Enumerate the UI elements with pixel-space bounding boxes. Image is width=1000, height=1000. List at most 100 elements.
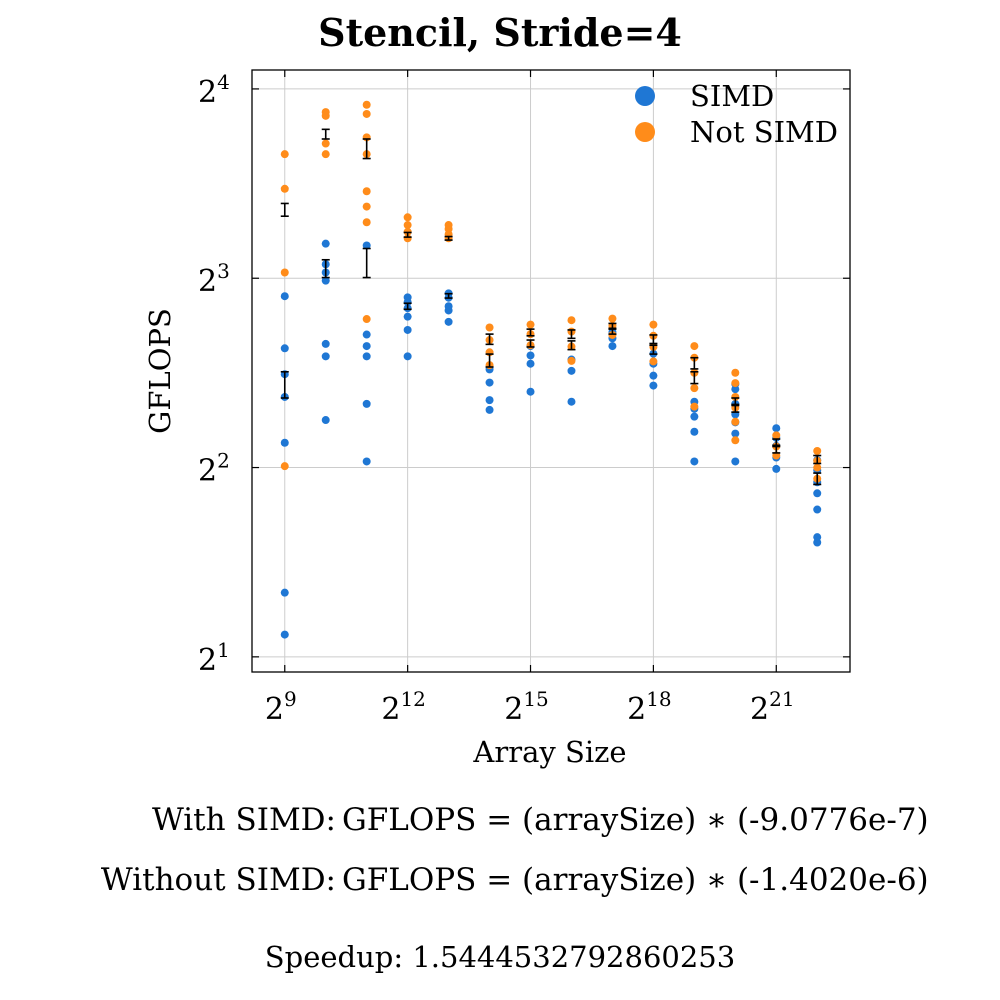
not-simd-point bbox=[362, 315, 371, 324]
equation-simd-label: With SIMD: bbox=[151, 802, 336, 838]
simd-point bbox=[608, 342, 617, 351]
simd-point bbox=[362, 457, 371, 466]
simd-point bbox=[444, 317, 453, 326]
not-simd-point bbox=[649, 357, 658, 366]
simd-point bbox=[526, 387, 535, 396]
simd-point bbox=[813, 533, 822, 542]
not-simd-point bbox=[321, 139, 330, 148]
not-simd-point bbox=[362, 109, 371, 118]
error-bar bbox=[731, 397, 740, 406]
error-bar bbox=[485, 353, 494, 368]
legend-label-simd: SIMD bbox=[690, 79, 774, 113]
simd-point bbox=[567, 366, 576, 375]
simd-point bbox=[321, 239, 330, 248]
not-simd-point bbox=[649, 320, 658, 329]
error-bar bbox=[649, 334, 658, 345]
simd-point bbox=[444, 302, 453, 311]
not-simd-point bbox=[567, 316, 576, 325]
error-bar bbox=[813, 472, 822, 486]
not-simd-point bbox=[813, 463, 822, 472]
error-bar bbox=[362, 247, 371, 279]
y-tick-label: 22 bbox=[198, 449, 230, 489]
simd-point bbox=[362, 399, 371, 408]
equation-no-simd-label: Without SIMD: bbox=[100, 862, 336, 898]
x-tick-label: 218 bbox=[627, 687, 672, 727]
simd-point bbox=[649, 371, 658, 380]
error-bar bbox=[444, 235, 453, 241]
error-bar bbox=[608, 322, 617, 330]
simd-point bbox=[690, 457, 699, 466]
equation-simd-formula: GFLOPS = (arraySize) ∗ (-9.0776e-7) bbox=[342, 802, 929, 838]
x-tick-label: 215 bbox=[504, 687, 549, 727]
error-bar bbox=[731, 404, 740, 413]
simd-point bbox=[813, 505, 822, 514]
simd-point bbox=[362, 342, 371, 351]
error-bar bbox=[526, 328, 535, 337]
simd-point bbox=[731, 429, 740, 438]
error-bar bbox=[444, 292, 453, 299]
simd-point bbox=[403, 325, 412, 334]
not-simd-point bbox=[403, 213, 412, 222]
simd-point bbox=[362, 241, 371, 250]
not-simd-point bbox=[731, 379, 740, 388]
x-tick-label: 29 bbox=[265, 687, 297, 727]
error-bar bbox=[280, 202, 289, 218]
simd-point bbox=[362, 352, 371, 361]
chart-title: Stencil, Stride=4 bbox=[318, 10, 682, 55]
not-simd-point bbox=[444, 221, 453, 230]
not-simd-point bbox=[321, 108, 330, 117]
error-bar bbox=[813, 454, 822, 465]
error-bar bbox=[403, 231, 412, 238]
not-simd-point bbox=[772, 431, 781, 440]
not-simd-point bbox=[526, 320, 535, 329]
simd-point bbox=[567, 397, 576, 406]
simd-point bbox=[772, 464, 781, 473]
not-simd-point bbox=[362, 218, 371, 227]
simd-point bbox=[526, 351, 535, 360]
legend-marker-simd bbox=[635, 86, 655, 106]
not-simd-point bbox=[280, 150, 289, 159]
plot-frame bbox=[251, 69, 851, 673]
not-simd-point bbox=[731, 417, 740, 426]
equation-no-simd-formula: GFLOPS = (arraySize) ∗ (-1.4020e-6) bbox=[342, 862, 929, 898]
y-tick-label: 21 bbox=[198, 638, 230, 678]
error-bar bbox=[403, 302, 412, 311]
error-bar bbox=[690, 370, 699, 385]
error-bar bbox=[772, 438, 781, 448]
simd-point bbox=[813, 489, 822, 498]
not-simd-point bbox=[280, 462, 289, 471]
error-bar bbox=[690, 356, 699, 370]
x-tick-label: 221 bbox=[750, 687, 795, 727]
simd-point bbox=[485, 405, 494, 414]
simd-point bbox=[280, 292, 289, 301]
simd-point bbox=[403, 293, 412, 302]
error-bar bbox=[362, 138, 371, 160]
not-simd-point bbox=[731, 392, 740, 401]
not-simd-point bbox=[362, 187, 371, 196]
x-tick-label: 212 bbox=[381, 687, 426, 727]
not-simd-point bbox=[362, 202, 371, 211]
simd-point bbox=[321, 276, 330, 285]
not-simd-point bbox=[813, 446, 822, 455]
error-bar bbox=[649, 344, 658, 355]
simd-point bbox=[690, 412, 699, 421]
not-simd-point bbox=[362, 100, 371, 109]
simd-point bbox=[280, 438, 289, 447]
not-simd-point bbox=[280, 268, 289, 277]
simd-point bbox=[772, 424, 781, 433]
not-simd-point bbox=[690, 384, 699, 393]
data-points bbox=[280, 100, 822, 639]
not-simd-point bbox=[690, 342, 699, 351]
error-bar bbox=[567, 340, 576, 351]
y-tick-label: 24 bbox=[198, 70, 230, 110]
simd-point bbox=[280, 630, 289, 639]
simd-point bbox=[321, 416, 330, 425]
speedup-text: Speedup: 1.5444532792860253 bbox=[264, 940, 736, 974]
simd-point bbox=[362, 330, 371, 339]
not-simd-point bbox=[608, 330, 617, 339]
not-simd-point bbox=[690, 402, 699, 411]
not-simd-point bbox=[280, 184, 289, 193]
simd-point bbox=[280, 344, 289, 353]
simd-point bbox=[485, 378, 494, 387]
